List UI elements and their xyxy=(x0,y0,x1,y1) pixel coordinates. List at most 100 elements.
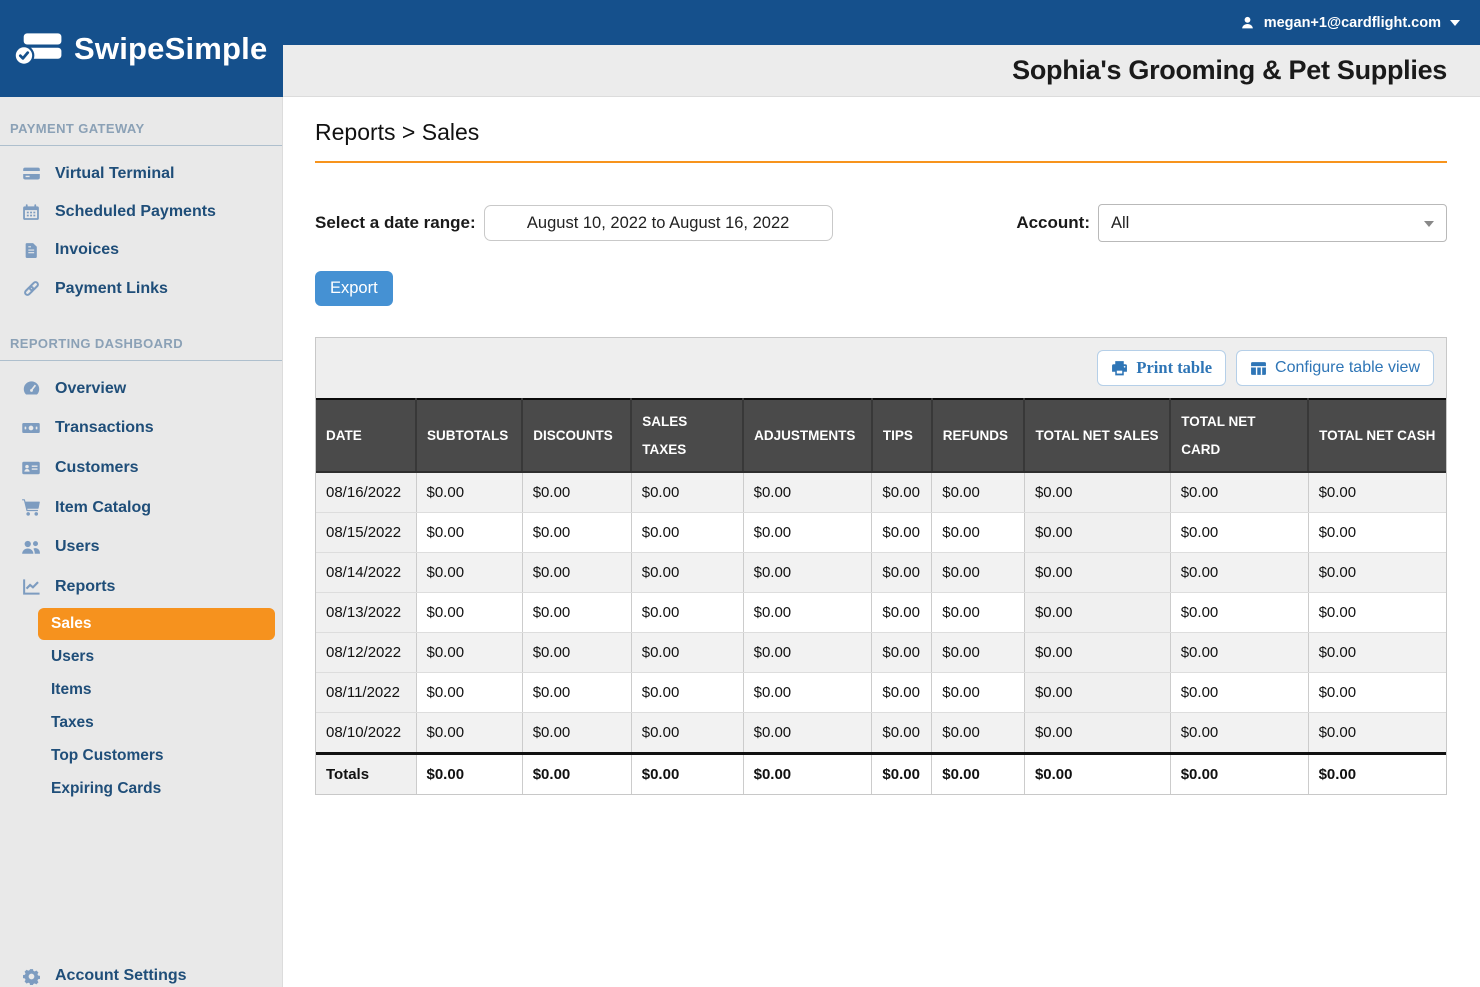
account-label: Account: xyxy=(1016,213,1090,232)
sidebar-item-overview[interactable]: Overview xyxy=(0,369,282,408)
sidebar-item-label: Virtual Terminal xyxy=(55,164,175,182)
column-header: TOTAL NET CARD xyxy=(1170,397,1310,474)
column-header: DISCOUNTS xyxy=(522,397,633,474)
sidebar-item-label: Reports xyxy=(55,577,116,595)
value-cell: $0.00 xyxy=(743,632,873,674)
section-divider xyxy=(0,360,282,361)
user-email: megan+1@cardflight.com xyxy=(1263,14,1441,31)
value-cell: $0.00 xyxy=(871,672,933,714)
column-header: ADJUSTMENTS xyxy=(743,397,873,474)
totals-value-cell: $0.00 xyxy=(743,752,873,795)
value-cell: $0.00 xyxy=(631,632,744,674)
sidebar-item-transactions[interactable]: Transactions xyxy=(0,408,282,448)
credit-card-icon xyxy=(20,164,42,183)
sidebar-item-item-catalog[interactable]: Item Catalog xyxy=(0,488,282,527)
calendar-icon xyxy=(20,203,42,221)
submenu-item-sales[interactable]: Sales xyxy=(38,608,275,640)
value-cell: $0.00 xyxy=(522,632,632,674)
value-cell: $0.00 xyxy=(416,552,523,594)
user-account-menu[interactable]: megan+1@cardflight.com xyxy=(1240,0,1460,45)
print-table-button[interactable]: Print table xyxy=(1097,350,1227,386)
totals-value-cell: $0.00 xyxy=(416,752,523,795)
value-cell: $0.00 xyxy=(1024,472,1171,514)
configure-table-view-button[interactable]: Configure table view xyxy=(1236,350,1434,386)
sidebar-item-reports[interactable]: Reports xyxy=(0,567,282,606)
table-row: 08/16/2022 $0.00 $0.00 $0.00 $0.00 $0.00 $0.00… xyxy=(316,472,1446,514)
date-cell: 08/16/2022 xyxy=(316,472,417,514)
column-header: TOTAL NET SALES xyxy=(1024,397,1172,474)
id-card-icon xyxy=(20,458,42,478)
value-cell: $0.00 xyxy=(743,552,873,594)
value-cell: $0.00 xyxy=(522,512,632,554)
date-cell: 08/15/2022 xyxy=(316,512,417,554)
date-range-label: Select a date range: xyxy=(315,213,476,232)
value-cell: $0.00 xyxy=(416,512,523,554)
submenu-item-top-customers[interactable]: Top Customers xyxy=(51,747,164,764)
submenu-item-users[interactable]: Users xyxy=(51,648,95,665)
value-cell: $0.00 xyxy=(416,472,523,514)
value-cell: $0.00 xyxy=(522,472,632,514)
account-select-value: All xyxy=(1111,213,1130,232)
sales-table-body: 08/16/2022 $0.00 $0.00 $0.00 $0.00 $0.00 $0.00… xyxy=(316,472,1446,795)
totals-value-cell: $0.00 xyxy=(931,752,1025,795)
table-row: 08/11/2022 $0.00 $0.00 $0.00 $0.00 $0.00 $0.00… xyxy=(316,672,1446,714)
value-cell: $0.00 xyxy=(871,712,933,755)
link-icon xyxy=(20,279,42,298)
sidebar-item-account-settings[interactable]: Account Settings xyxy=(0,959,283,987)
sidebar-item-payment-links[interactable]: Payment Links xyxy=(0,269,282,308)
sidebar-item-scheduled-payments[interactable]: Scheduled Payments xyxy=(0,193,282,231)
submenu-item-taxes[interactable]: Taxes xyxy=(51,714,94,731)
value-cell: $0.00 xyxy=(1024,712,1171,755)
sidebar-item-invoices[interactable]: Invoices xyxy=(0,231,282,269)
totals-value-cell: $0.00 xyxy=(1308,752,1446,795)
table-row: 08/14/2022 $0.00 $0.00 $0.00 $0.00 $0.00 $0.00… xyxy=(316,552,1446,594)
table-row: 08/15/2022 $0.00 $0.00 $0.00 $0.00 $0.00 $0.00… xyxy=(316,512,1446,554)
value-cell: $0.00 xyxy=(1308,472,1446,514)
value-cell: $0.00 xyxy=(871,552,933,594)
date-cell: 08/11/2022 xyxy=(316,672,417,714)
value-cell: $0.00 xyxy=(871,472,933,514)
company-name: Sophia's Grooming & Pet Supplies xyxy=(1012,55,1447,85)
value-cell: $0.00 xyxy=(931,672,1025,714)
sidebar-item-virtual-terminal[interactable]: Virtual Terminal xyxy=(0,154,282,193)
sidebar-item-users[interactable]: Users xyxy=(0,527,282,567)
sidebar-item-label: Invoices xyxy=(55,241,120,258)
section-divider xyxy=(0,145,282,146)
users-icon xyxy=(20,537,42,557)
export-button[interactable]: Export xyxy=(315,271,393,306)
value-cell: $0.00 xyxy=(1308,632,1446,674)
page-title: Reports > Sales xyxy=(315,119,480,145)
shopping-cart-icon xyxy=(20,498,42,517)
brand-logo[interactable]: SwipeSimple xyxy=(0,0,283,97)
sidebar-item-label: Payment Links xyxy=(55,279,168,297)
value-cell: $0.00 xyxy=(416,632,523,674)
value-cell: $0.00 xyxy=(1170,592,1309,634)
main-content: Reports > Sales Select a date range: Acc… xyxy=(284,97,1480,987)
date-cell: 08/14/2022 xyxy=(316,552,417,594)
date-cell: 08/12/2022 xyxy=(316,632,417,674)
date-cell: 08/10/2022 xyxy=(316,712,417,755)
table-row: 08/13/2022 $0.00 $0.00 $0.00 $0.00 $0.00 $0.00… xyxy=(316,592,1446,634)
value-cell: $0.00 xyxy=(416,712,523,755)
sales-table-panel: Print table Configure table view DATE SUB… xyxy=(315,337,1447,796)
value-cell: $0.00 xyxy=(1308,512,1446,554)
value-cell: $0.00 xyxy=(1308,672,1446,714)
sidebar-item-label: Scheduled Payments xyxy=(55,203,216,220)
value-cell: $0.00 xyxy=(1170,632,1309,674)
submenu-item-items[interactable]: Items xyxy=(51,681,92,698)
totals-value-cell: $0.00 xyxy=(1170,752,1309,795)
value-cell: $0.00 xyxy=(931,512,1025,554)
column-header: REFUNDS xyxy=(931,397,1026,474)
value-cell: $0.00 xyxy=(1024,632,1171,674)
invoice-icon xyxy=(20,242,42,259)
submenu-item-expiring-cards[interactable]: Expiring Cards xyxy=(51,780,162,797)
account-select[interactable]: All xyxy=(1098,204,1447,242)
totals-value-cell: $0.00 xyxy=(631,752,744,795)
chevron-down-icon xyxy=(1450,19,1460,26)
print-table-label: Print table xyxy=(1136,358,1213,377)
date-range-input[interactable] xyxy=(483,205,833,241)
value-cell: $0.00 xyxy=(1024,552,1171,594)
value-cell: $0.00 xyxy=(631,712,744,755)
sidebar-item-customers[interactable]: Customers xyxy=(0,448,282,488)
sales-table-head: DATE SUBTOTALS DISCOUNTS SALES TAXES ADJUSTM… xyxy=(316,397,1446,474)
